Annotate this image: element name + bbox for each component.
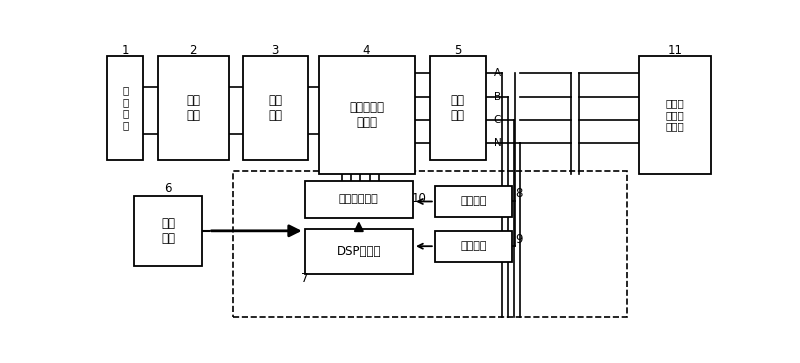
Bar (430, 56, 486, 160)
Bar (134, 196, 202, 266)
Text: 2: 2 (190, 44, 197, 57)
Bar (234, 171, 627, 318)
Text: 三相四桥臂
逆变器: 三相四桥臂 逆变器 (350, 101, 385, 129)
Text: 电压采样: 电压采样 (460, 241, 486, 251)
Text: 5: 5 (454, 44, 462, 57)
Text: C: C (494, 115, 501, 125)
Text: 11: 11 (668, 44, 683, 57)
Text: 整流
电路: 整流 电路 (186, 94, 200, 122)
Text: 电源
模块: 电源 模块 (161, 217, 175, 245)
Bar (107, 56, 143, 160)
Bar (435, 231, 512, 262)
Text: 交流
滤波: 交流 滤波 (450, 94, 465, 122)
Text: 电流采样: 电流采样 (460, 196, 486, 207)
Text: B: B (494, 92, 501, 102)
Text: 1: 1 (122, 44, 129, 57)
Text: 6: 6 (165, 182, 172, 195)
Bar (639, 56, 710, 174)
Text: 电
能
输
入: 电 能 输 入 (122, 85, 129, 130)
Text: 10: 10 (411, 192, 426, 205)
Bar (305, 180, 413, 218)
Bar (305, 229, 413, 274)
Text: 光耦隔离驱动: 光耦隔离驱动 (339, 195, 378, 204)
Text: 不平衡
和非线
性负载: 不平衡 和非线 性负载 (666, 98, 685, 131)
Bar (242, 56, 308, 160)
Text: 4: 4 (363, 44, 370, 57)
Text: 直流
滤波: 直流 滤波 (268, 94, 282, 122)
Text: N: N (494, 138, 502, 147)
Text: DSP控制器: DSP控制器 (337, 245, 381, 258)
Text: 3: 3 (271, 44, 278, 57)
Text: 9: 9 (514, 233, 522, 246)
Bar (319, 56, 415, 174)
Text: 8: 8 (515, 187, 522, 200)
Bar (435, 186, 512, 217)
Text: A: A (494, 69, 501, 78)
Text: 7: 7 (301, 272, 308, 285)
Bar (158, 56, 229, 160)
